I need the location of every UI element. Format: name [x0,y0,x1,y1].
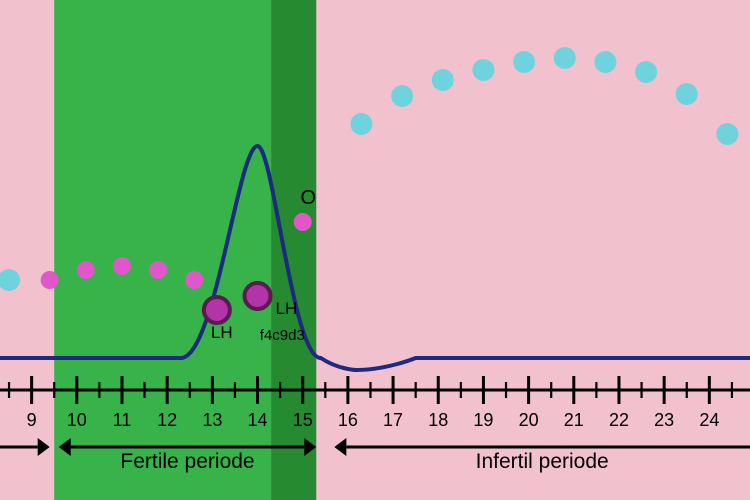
hormone-dot [185,271,203,289]
temp-dot [635,61,657,83]
day-label: 14 [248,410,268,430]
lh-marker [204,297,230,323]
temp-dot [554,47,576,69]
day-label: 21 [564,410,584,430]
day-label: 10 [67,410,87,430]
temp-dot [432,69,454,91]
hormone-dot [77,261,95,279]
temp-dot [676,83,698,105]
temp-dot [391,85,413,107]
lh-marker-label: LH [276,299,298,318]
lh-marker-label: LH [211,323,233,342]
temp-dot [472,59,494,81]
temp-dot [594,51,616,73]
day-label: 23 [654,410,674,430]
hormone-dot [294,213,312,231]
hormone-dot [113,257,131,275]
day-label: 24 [699,410,719,430]
day-label: 16 [338,410,358,430]
cycle-chart: 9 10 11 12 13 14 15 16 17 18 19 20 21 22 23 24 Fertile p… [0,0,750,500]
day-label: 12 [157,410,177,430]
temp-dot [350,113,372,135]
temp-dot [513,51,535,73]
day-label: 15 [293,410,313,430]
day-label: 9 [27,410,37,430]
ovulation-label: O [300,187,316,209]
infertile-period-label: Infertil periode [476,450,609,473]
day-label: 20 [519,410,539,430]
lh-marker [245,283,271,309]
temp-dot [716,123,738,145]
day-label: 13 [202,410,222,430]
hormone-dot [149,261,167,279]
day-label: 11 [113,410,132,430]
lh-sublabel: f4c9d3 [260,327,305,344]
day-label: 22 [609,410,629,430]
day-label: 17 [383,410,403,430]
day-label: 19 [473,410,493,430]
fertile-period-label: Fertile periode [120,450,254,473]
hormone-dot [41,271,59,289]
day-label: 18 [428,410,448,430]
